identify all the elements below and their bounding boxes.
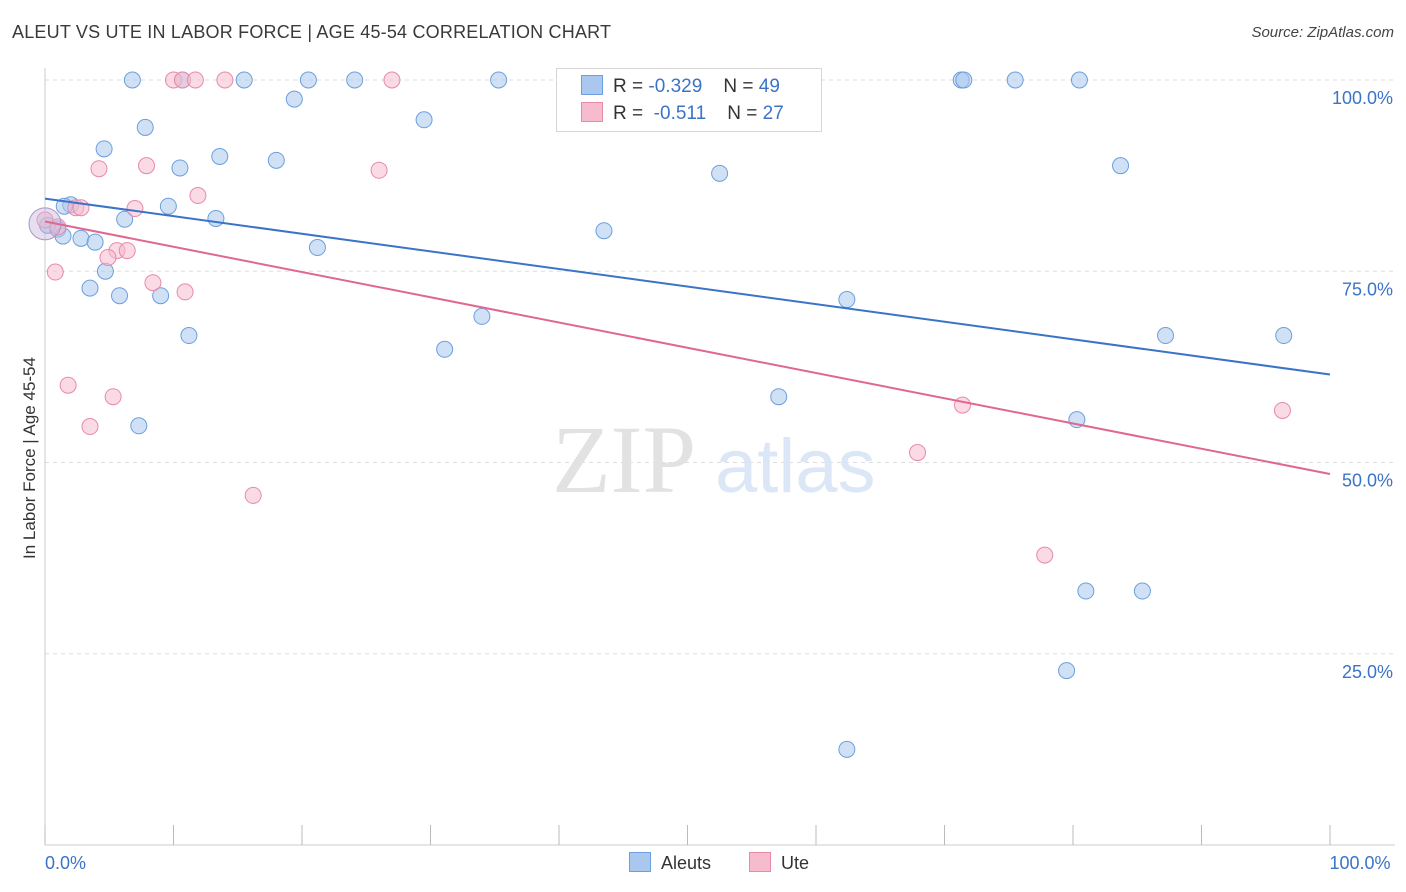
ute-point (909, 444, 927, 462)
aleut-point (1070, 71, 1088, 89)
data-points (28, 71, 1293, 758)
bottom-legend-aleuts: Aleuts (629, 852, 711, 874)
aleut-point (490, 71, 508, 89)
ute-legend-swatch (749, 852, 771, 872)
watermark: ZIP atlas (552, 406, 876, 513)
aleut-trend-line (44, 197, 1331, 376)
aleut-point (346, 71, 364, 89)
aleut-point (96, 262, 114, 280)
y-tick-label: 100.0% (1332, 88, 1393, 108)
ute-point (138, 157, 156, 175)
aleut-point (136, 118, 154, 136)
aleut-point (1133, 582, 1151, 600)
x-tick-label: 100.0% (1329, 853, 1390, 873)
aleut-point (1006, 71, 1024, 89)
ute-point (370, 161, 388, 179)
y-tick-label: 25.0% (1342, 662, 1393, 682)
ute-legend-label: Ute (781, 853, 810, 873)
legend-n-label: N = (727, 103, 758, 124)
y-axis-label: In Labor Force | Age 45-54 (20, 357, 39, 559)
aleut-point (159, 197, 177, 215)
aleut-point (180, 327, 198, 345)
aleut-point (473, 307, 491, 325)
trend-lines (44, 197, 1331, 475)
aleut-point (838, 740, 856, 758)
aleut-point (1275, 327, 1293, 345)
watermark-atlas: atlas (715, 424, 876, 509)
aleut-point (130, 417, 148, 435)
ute-point (99, 248, 117, 266)
aleut-point (1112, 157, 1130, 175)
y-tick-label: 75.0% (1342, 279, 1393, 299)
aleut-point (207, 209, 225, 227)
ute-point (186, 71, 204, 89)
chart-source: Source: ZipAtlas.com (1251, 24, 1394, 41)
ute-point (90, 160, 108, 178)
aleut-point (81, 279, 99, 297)
aleut-point (111, 287, 129, 305)
aleut-point (1077, 582, 1095, 600)
ute-swatch (581, 102, 603, 122)
ute-point (126, 200, 144, 218)
ute-point (1036, 546, 1054, 564)
x-tick-label: 0.0% (45, 853, 86, 873)
aleut-point (95, 140, 113, 158)
ute-trend-line (44, 220, 1331, 475)
aleut-point (72, 229, 90, 247)
aleuts-legend-label: Aleuts (661, 853, 712, 873)
legend-row-aleuts: R = -0.329 N = 49 (581, 75, 780, 97)
aleut-point (171, 159, 189, 177)
chart-title: ALEUT VS UTE IN LABOR FORCE | AGE 45-54 … (12, 22, 612, 42)
axes (44, 68, 1395, 846)
aleut-point (838, 291, 856, 309)
aleuts-swatch (581, 75, 603, 95)
aleut-point (595, 222, 613, 240)
aleut-point (123, 71, 141, 89)
aleut-point (770, 388, 788, 406)
ute-point (144, 274, 162, 292)
ute-point (81, 418, 99, 436)
tick-labels: 100.0% 75.0% 50.0% 25.0% 0.0% 100.0% (45, 88, 1393, 873)
aleut-point (308, 239, 326, 257)
ute-point (953, 396, 971, 414)
legend-r-value-ute: -0.511 (653, 103, 707, 124)
aleut-point (1157, 327, 1175, 345)
ute-point (46, 263, 64, 281)
ute-point (383, 71, 401, 89)
ute-point (189, 187, 207, 205)
aleuts-legend-swatch (629, 852, 651, 872)
legend-r-label: R = (613, 76, 644, 97)
aleut-point (116, 210, 134, 228)
aleut-point (235, 71, 253, 89)
y-tick-label: 50.0% (1342, 471, 1393, 491)
aleut-point (1058, 662, 1076, 680)
aleut-point (267, 151, 285, 169)
bottom-legend-ute: Ute (749, 852, 809, 874)
legend-r-value-aleuts: -0.329 (648, 76, 703, 97)
aleut-point (86, 233, 104, 251)
aleut-point (152, 287, 170, 305)
legend-row-ute: R = -0.511 N = 27 (581, 102, 784, 124)
watermark-zip: ZIP (552, 406, 696, 513)
legend-n-label: N = (723, 76, 754, 97)
legend-n-value-aleuts: 49 (758, 76, 780, 97)
ute-point (118, 242, 136, 260)
aleut-point (436, 340, 454, 358)
ute-point (216, 71, 234, 89)
legend-n-value-ute: 27 (762, 103, 784, 124)
aleut-point (285, 90, 303, 108)
legend-r-label: R = (613, 103, 644, 124)
ute-point (59, 376, 77, 394)
aleut-point (711, 164, 729, 182)
aleut-point (299, 71, 317, 89)
ute-point (176, 283, 194, 301)
aleut-point (955, 71, 973, 89)
ute-point (1273, 401, 1291, 419)
aleut-point (211, 148, 229, 165)
aleut-point (415, 111, 433, 129)
correlation-legend: R = -0.329 N = 49 R = -0.511 N = 27 (556, 68, 822, 132)
ute-point (244, 486, 262, 504)
ute-point (104, 388, 122, 406)
